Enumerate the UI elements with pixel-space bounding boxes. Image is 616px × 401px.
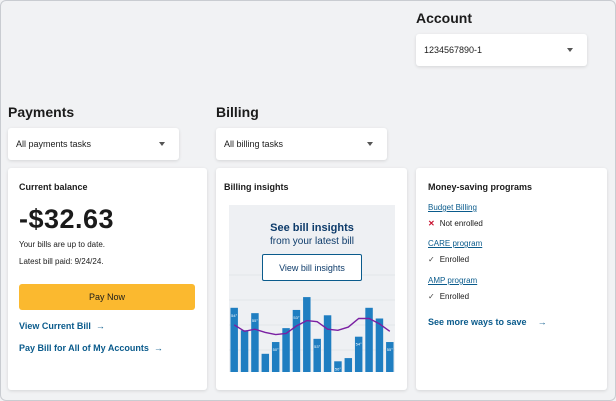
x-icon: ✕	[428, 219, 435, 228]
current-balance-card: Current balance -$32.63 Your bills are u…	[8, 168, 207, 390]
chart-bar-label: 53°	[293, 315, 299, 320]
chart-bar	[375, 318, 384, 372]
account-select-value: 1234567890-1	[424, 45, 483, 55]
chart-bar	[323, 315, 332, 372]
amp-program-status-text: Enrolled	[439, 292, 470, 301]
pay-all-accounts-label: Pay Bill for All of My Accounts	[19, 343, 149, 353]
chart-bar	[354, 336, 363, 372]
balance-amount: -$32.63	[19, 204, 115, 234]
chart-bar	[292, 309, 301, 372]
chart-bar-label: 55°	[387, 347, 393, 352]
check-icon: ✓	[428, 292, 435, 301]
money-saving-programs-card: Money-saving programs Budget Billing ✕ N…	[416, 168, 607, 390]
see-more-ways-link[interactable]: See more ways to save →	[428, 317, 547, 327]
view-current-bill-link[interactable]: View Current Bill →	[19, 321, 105, 331]
chart-bar	[386, 342, 394, 372]
chart-bar	[344, 358, 353, 372]
arrow-right-icon: →	[95, 321, 105, 331]
see-more-ways-label: See more ways to save	[428, 317, 527, 327]
chevron-down-icon	[367, 142, 373, 146]
account-select[interactable]: 1234567890-1	[416, 34, 587, 66]
chart-bar	[240, 330, 249, 372]
billing-heading: Billing	[216, 104, 259, 120]
chart-bar	[334, 361, 342, 372]
chevron-down-icon	[159, 142, 165, 146]
money-saving-programs-title: Money-saving programs	[428, 182, 533, 192]
bill-status-text: Your bills are up to date.	[19, 240, 105, 249]
billing-select-value: All billing tasks	[224, 139, 284, 149]
care-program-status: ✓ Enrolled	[428, 255, 469, 264]
budget-billing-status-text: Not enrolled	[439, 219, 483, 228]
bill-insights-headline: See bill insights	[270, 222, 354, 234]
view-bill-insights-button[interactable]: View bill insights	[262, 254, 362, 281]
insights-chart: 54° 55° 50° 53° 53° 56° 54° 55°	[229, 274, 395, 372]
bill-insights-preview[interactable]: 54° 55° 50° 53° 53° 56° 54° 55° See bill insigh…	[229, 205, 395, 372]
amp-program-link[interactable]: AMP program	[428, 276, 478, 285]
chart-bar	[303, 297, 311, 372]
chart-bar-label: 55°	[252, 318, 258, 323]
billing-insights-title: Billing insights	[224, 182, 289, 192]
chart-bar	[230, 307, 238, 372]
chart-bar	[365, 307, 373, 372]
last-paid-text: Latest bill paid: 9/24/24.	[19, 257, 104, 266]
payments-heading: Payments	[8, 104, 75, 120]
pay-all-accounts-link[interactable]: Pay Bill for All of My Accounts →	[19, 343, 163, 353]
budget-billing-status: ✕ Not enrolled	[428, 219, 483, 228]
care-program-status-text: Enrolled	[439, 255, 470, 264]
chart-bar	[251, 313, 259, 372]
chart-bar	[261, 353, 270, 372]
chart-bar	[271, 342, 280, 372]
pay-now-button[interactable]: Pay Now	[19, 284, 195, 310]
check-icon: ✓	[428, 255, 435, 264]
payments-select-value: All payments tasks	[16, 139, 92, 149]
chart-bar-label: 54°	[356, 342, 362, 347]
arrow-right-icon: →	[153, 343, 163, 353]
view-current-bill-label: View Current Bill	[19, 321, 91, 331]
budget-billing-link[interactable]: Budget Billing	[428, 203, 477, 212]
payments-select[interactable]: All payments tasks	[8, 128, 179, 160]
chart-bar-label: 56°	[335, 366, 341, 371]
current-balance-title: Current balance	[19, 182, 88, 192]
chart-bar-label: 54°	[231, 313, 237, 318]
amp-program-status: ✓ Enrolled	[428, 292, 469, 301]
chart-bar-label: 53°	[314, 344, 320, 349]
chart-bar	[313, 338, 321, 372]
chart-trend-line	[233, 317, 391, 336]
arrow-right-icon: →	[537, 317, 547, 327]
bill-insights-subheadline: from your latest bill	[270, 236, 354, 247]
billing-select[interactable]: All billing tasks	[216, 128, 387, 160]
chevron-down-icon	[567, 48, 573, 52]
chart-bar	[282, 328, 290, 372]
billing-insights-card: Billing insights 54° 55° 50° 53° 53° 56° 54° 55…	[216, 168, 407, 390]
account-heading: Account	[416, 10, 472, 26]
care-program-link[interactable]: CARE program	[428, 239, 483, 248]
chart-bar-label: 50°	[273, 347, 279, 352]
